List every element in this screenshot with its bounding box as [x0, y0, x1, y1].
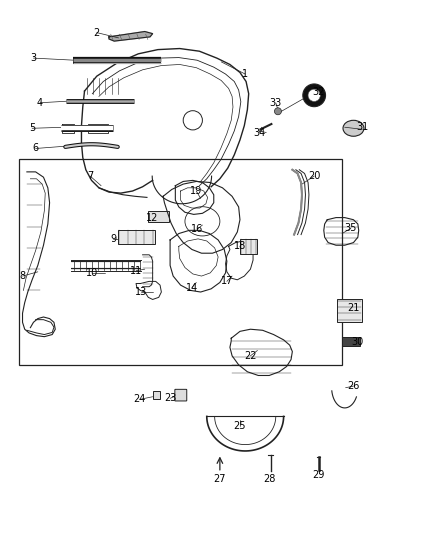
Text: 19: 19 [190, 186, 202, 196]
Text: 17: 17 [221, 277, 233, 286]
Bar [19, 159, 342, 366]
Text: 7: 7 [87, 171, 93, 181]
Text: 29: 29 [312, 470, 325, 480]
Text: 11: 11 [130, 266, 142, 276]
Bar [240, 239, 258, 254]
Text: 31: 31 [356, 122, 368, 132]
Text: 23: 23 [164, 393, 176, 403]
Text: 1: 1 [242, 69, 248, 79]
Text: 2: 2 [94, 28, 100, 38]
Text: 25: 25 [234, 421, 246, 431]
Text: 21: 21 [347, 303, 360, 313]
Text: 22: 22 [244, 351, 257, 361]
Text: 6: 6 [32, 143, 39, 154]
Text: 16: 16 [191, 224, 203, 235]
Text: 32: 32 [312, 87, 325, 97]
Text: 3: 3 [30, 53, 36, 63]
Text: 30: 30 [352, 337, 364, 347]
Circle shape [275, 108, 282, 115]
Polygon shape [109, 31, 152, 41]
Text: 13: 13 [135, 287, 148, 297]
Bar [337, 300, 362, 322]
FancyBboxPatch shape [175, 389, 187, 401]
Text: 5: 5 [29, 123, 35, 133]
Text: 8: 8 [19, 271, 25, 281]
Text: 12: 12 [146, 213, 159, 223]
Text: 26: 26 [347, 381, 360, 391]
Bar [148, 211, 169, 222]
Text: 27: 27 [214, 474, 226, 484]
Text: 35: 35 [345, 223, 357, 233]
Ellipse shape [343, 120, 364, 136]
Bar [342, 337, 360, 346]
Circle shape [308, 89, 320, 101]
Bar [118, 230, 155, 244]
Text: 9: 9 [110, 234, 117, 244]
Text: 4: 4 [37, 98, 43, 108]
Bar [152, 391, 160, 399]
Text: 34: 34 [253, 127, 265, 138]
Text: 20: 20 [308, 171, 320, 181]
Text: 24: 24 [133, 394, 146, 405]
Text: 14: 14 [186, 283, 198, 293]
Text: 18: 18 [234, 241, 246, 251]
Text: 28: 28 [263, 474, 276, 484]
Text: 33: 33 [270, 98, 282, 108]
Text: 10: 10 [86, 268, 99, 278]
Circle shape [303, 84, 325, 107]
